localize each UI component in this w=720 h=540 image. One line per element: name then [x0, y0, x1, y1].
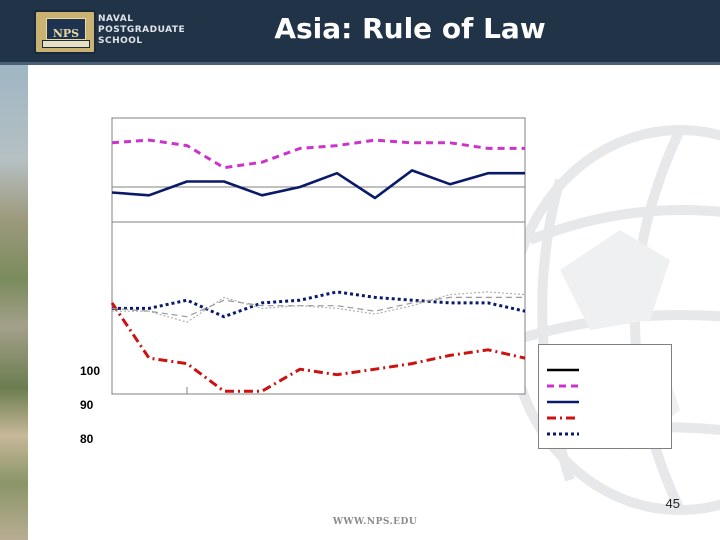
footer-url: WWW.NPS.EDU: [332, 517, 418, 527]
school-name-line1: NAVAL: [98, 14, 134, 24]
school-name-line3: SCHOOL: [98, 36, 143, 46]
chart-legend: [538, 344, 672, 449]
y-tick-label: 100: [80, 364, 101, 378]
series-line-4: [110, 302, 526, 393]
slide-header: NPS NAVAL POSTGRADUATE SCHOOL Asia: Rule…: [0, 0, 720, 65]
y-tick-label: 90: [80, 398, 94, 412]
y-tick-label: 80: [80, 432, 94, 446]
crest-text: NPS: [52, 27, 80, 40]
nps-crest-icon: NPS: [34, 10, 96, 54]
plot-area: [111, 117, 526, 395]
series-line-2: [111, 169, 525, 200]
series-line-1: [111, 138, 525, 170]
page-number: 45: [665, 496, 680, 511]
campus-photo-strip: [0, 65, 28, 540]
school-name-line2: POSTGRADUATE: [98, 25, 186, 35]
series-line-5: [112, 291, 526, 323]
school-name: NAVAL POSTGRADUATE SCHOOL: [98, 14, 185, 47]
nps-logo: NPS NAVAL POSTGRADUATE SCHOOL: [30, 8, 190, 54]
slide-title: Asia: Rule of Law: [274, 12, 546, 45]
series-line-6: [111, 296, 525, 318]
